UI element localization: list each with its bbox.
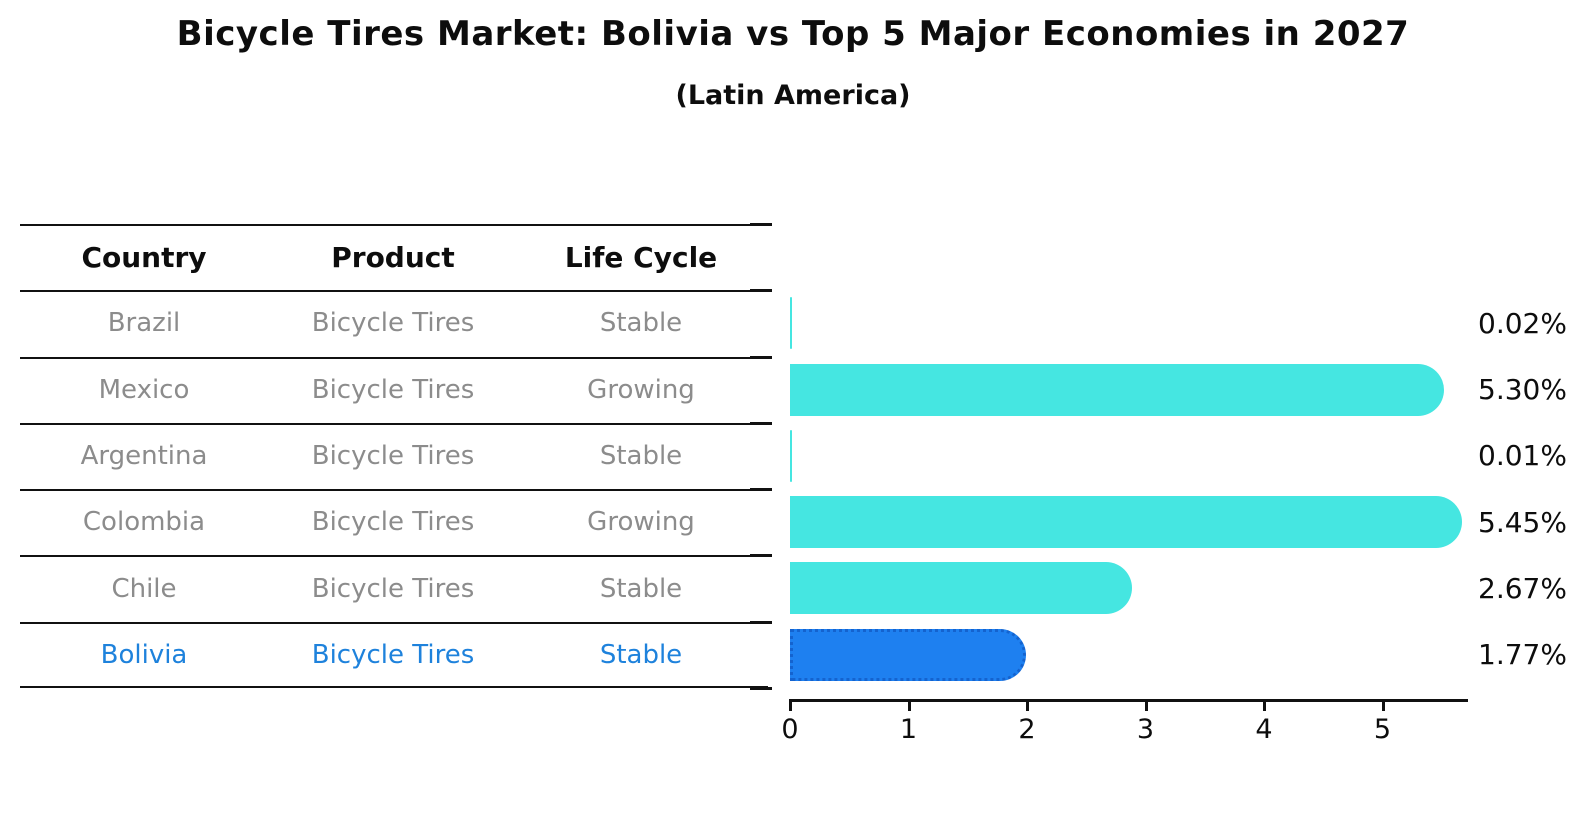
table-cell-product: Bicycle Tires (311, 308, 475, 339)
table-cell-product: Bicycle Tires (311, 374, 475, 405)
table-row-bolivia: Bolivia Bicycle Tires Stable (20, 622, 768, 688)
table-rule (20, 290, 768, 293)
bar-bolivia (790, 628, 1026, 681)
table-cell-product: Bicycle Tires (311, 639, 475, 670)
chart-subtitle: (Latin America) (675, 80, 911, 111)
x-axis-tick-label: 3 (1136, 714, 1155, 745)
table-row-colombia: Colombia Bicycle Tires Growing (20, 489, 768, 555)
table-cell-life-cycle: Stable (599, 308, 683, 339)
table-cell-life-cycle: Stable (599, 639, 683, 670)
bar-colombia (790, 496, 1462, 549)
table-rule (20, 356, 768, 359)
y-axis-tick (750, 620, 772, 624)
bar-mexico (790, 363, 1445, 416)
table-cell-life-cycle: Life Cycle (564, 240, 718, 274)
table-cell-country: Bolivia (100, 639, 188, 670)
value-label-bolivia: 1.77% (1478, 638, 1567, 672)
y-axis-tick (750, 421, 772, 425)
table-cell-country: Mexico (98, 374, 190, 405)
value-label-argentina: 0.01% (1478, 439, 1567, 473)
data-table: Country Product Life Cycle Brazil Bicycle Ti… (20, 224, 768, 688)
x-axis-line (790, 699, 1468, 702)
x-axis-tick (1026, 699, 1029, 711)
table-rule (20, 422, 768, 425)
x-axis-tick (1144, 699, 1148, 711)
x-axis-tick-label: 5 (1373, 714, 1392, 745)
value-label-colombia: 5.45% (1478, 505, 1567, 539)
table-cell-life-cycle: Stable (599, 440, 683, 471)
x-axis-tick (907, 699, 911, 711)
y-axis-tick (750, 488, 772, 492)
value-label-mexico: 5.30% (1478, 373, 1567, 407)
y-axis-tick (750, 687, 772, 690)
table-rule (20, 686, 768, 688)
table-cell-product: Bicycle Tires (311, 573, 475, 604)
x-axis-tick-label: 2 (1018, 714, 1036, 745)
value-label-chile: 2.67% (1478, 572, 1567, 606)
y-axis-tick (750, 355, 772, 359)
table-cell-life-cycle: Growing (587, 374, 695, 405)
table-cell-life-cycle: Growing (587, 507, 695, 538)
x-axis-tick-label: 1 (899, 714, 918, 745)
bar-argentina (790, 429, 792, 482)
x-axis-tick-label: 0 (781, 714, 799, 745)
y-axis-tick (750, 289, 772, 293)
table-row-brazil: Brazil Bicycle Tires Stable (20, 290, 768, 356)
table-row-mexico: Mexico Bicycle Tires Growing (20, 357, 768, 423)
value-label-brazil: 0.02% (1478, 306, 1567, 340)
table-row-header: Country Product Life Cycle (20, 224, 768, 290)
bar-chile (790, 562, 1133, 615)
table-cell-country: Brazil (107, 308, 181, 339)
chart-title: Bicycle Tires Market: Bolivia vs Top 5 M… (176, 14, 1410, 54)
table-cell-country: Argentina (80, 440, 208, 471)
table-rule (20, 224, 768, 226)
table-cell-country: Chile (111, 573, 177, 604)
table-cell-product: Product (331, 240, 455, 274)
table-rule (20, 555, 768, 558)
x-axis-tick-label: 4 (1255, 714, 1273, 745)
y-axis-tick (750, 223, 772, 226)
table-cell-life-cycle: Stable (599, 573, 683, 604)
table-cell-product: Bicycle Tires (311, 440, 475, 471)
table-row-argentina: Argentina Bicycle Tires Stable (20, 423, 768, 489)
x-axis-tick (1263, 699, 1266, 711)
table-rule (20, 621, 768, 624)
table-cell-country: Colombia (82, 507, 206, 538)
y-axis-tick (750, 554, 772, 558)
table-row-chile: Chile Bicycle Tires Stable (20, 555, 768, 621)
table-rule (20, 489, 768, 492)
x-axis-tick (1381, 699, 1385, 711)
bar-brazil (790, 297, 793, 350)
x-axis-tick (789, 699, 792, 711)
table-cell-country: Country (81, 240, 207, 274)
table-cell-product: Bicycle Tires (311, 507, 475, 538)
